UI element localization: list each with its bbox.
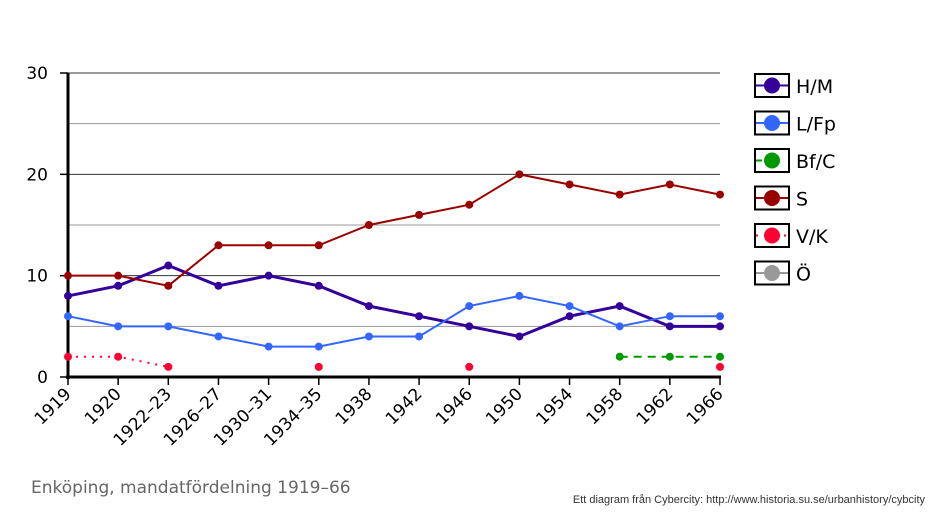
legend-label: Ö [796,263,811,286]
data-point-S [415,210,424,219]
legend-label: S [796,189,808,211]
legend-label: Bf/C [796,151,835,173]
data-point-Bf/C [615,352,624,361]
data-point-L/Fp [164,322,173,331]
data-point-L/Fp [114,322,123,331]
x-tick-label: 1962 [633,384,678,429]
data-point-H/M [415,312,424,321]
data-point-L/Fp [64,312,72,321]
data-point-V/K [465,362,474,371]
data-point-S [164,281,173,290]
y-tick-label: 30 [26,64,48,84]
data-point-S [364,221,373,229]
x-tick-label: 1966 [683,384,728,429]
data-point-L/Fp [415,332,424,341]
series-line-S [68,173,721,287]
y-tick-label: 0 [37,368,48,388]
legend-marker [764,227,780,244]
data-point-S [515,170,524,179]
data-point-L/Fp [615,322,624,331]
data-point-Bf/C [665,352,674,361]
data-point-H/M [214,281,223,290]
series-line-L/Fp [67,294,720,348]
x-tick-label: 1919 [31,384,76,429]
data-point-H/M [515,332,524,341]
x-tick-label: 1920 [81,384,126,429]
data-point-H/M [164,261,173,270]
legend-label: H/M [796,76,833,98]
data-point-S [64,271,72,280]
data-point-S [465,200,474,209]
data-point-H/M [615,302,624,311]
data-point-L/Fp [264,342,273,351]
data-point-L/Fp [364,332,373,341]
data-point-V/K [164,362,173,371]
data-point-S [716,190,724,199]
data-point-L/Fp [465,302,474,311]
data-point-L/Fp [565,302,574,311]
legend-marker [764,77,780,94]
data-point-S [314,241,323,250]
data-point-S [264,241,273,250]
legend-marker [764,115,780,131]
x-tick-label: 1946 [432,384,477,429]
x-tick-label: 1938 [332,384,377,429]
data-point-S [565,180,574,189]
data-point-V/K [716,362,724,371]
x-tick-label: 1950 [482,384,527,429]
series-line-H/M [67,263,720,339]
data-point-L/Fp [214,332,223,341]
data-point-L/Fp [515,291,524,300]
data-point-H/M [64,291,72,300]
legend-label: L/Fp [796,114,836,136]
data-point-V/K [64,352,72,361]
y-tick-label: 10 [26,267,48,287]
data-point-H/M [114,281,123,290]
y-tick-label: 20 [26,165,48,185]
data-point-V/K [114,352,123,361]
x-tick-label: 1942 [382,384,427,429]
legend-marker [764,265,780,281]
data-point-S [114,271,123,280]
series-line-V/K [68,355,169,368]
data-point-H/M [716,322,724,331]
x-tick-label: 1954 [532,384,577,429]
chart-title: Enköping, mandatfördelning 1919–66 [31,478,351,498]
data-point-L/Fp [716,312,724,321]
data-point-S [615,190,624,199]
x-tick-label: 1958 [582,384,627,429]
data-point-H/M [314,281,323,290]
data-point-L/Fp [665,312,674,321]
data-point-H/M [364,302,373,311]
legend-marker [764,152,780,169]
chart-credit: Ett diagram från Cybercity: http://www.h… [572,494,925,506]
data-point-H/M [565,312,574,321]
legend-label: V/K [796,226,828,248]
data-point-L/Fp [314,342,323,351]
data-point-S [214,241,223,250]
data-point-H/M [665,322,674,331]
data-point-V/K [314,362,323,371]
data-point-H/M [465,322,474,331]
data-point-S [665,180,674,189]
legend-marker [764,190,780,206]
data-point-Bf/C [716,352,724,361]
data-point-H/M [264,271,273,280]
